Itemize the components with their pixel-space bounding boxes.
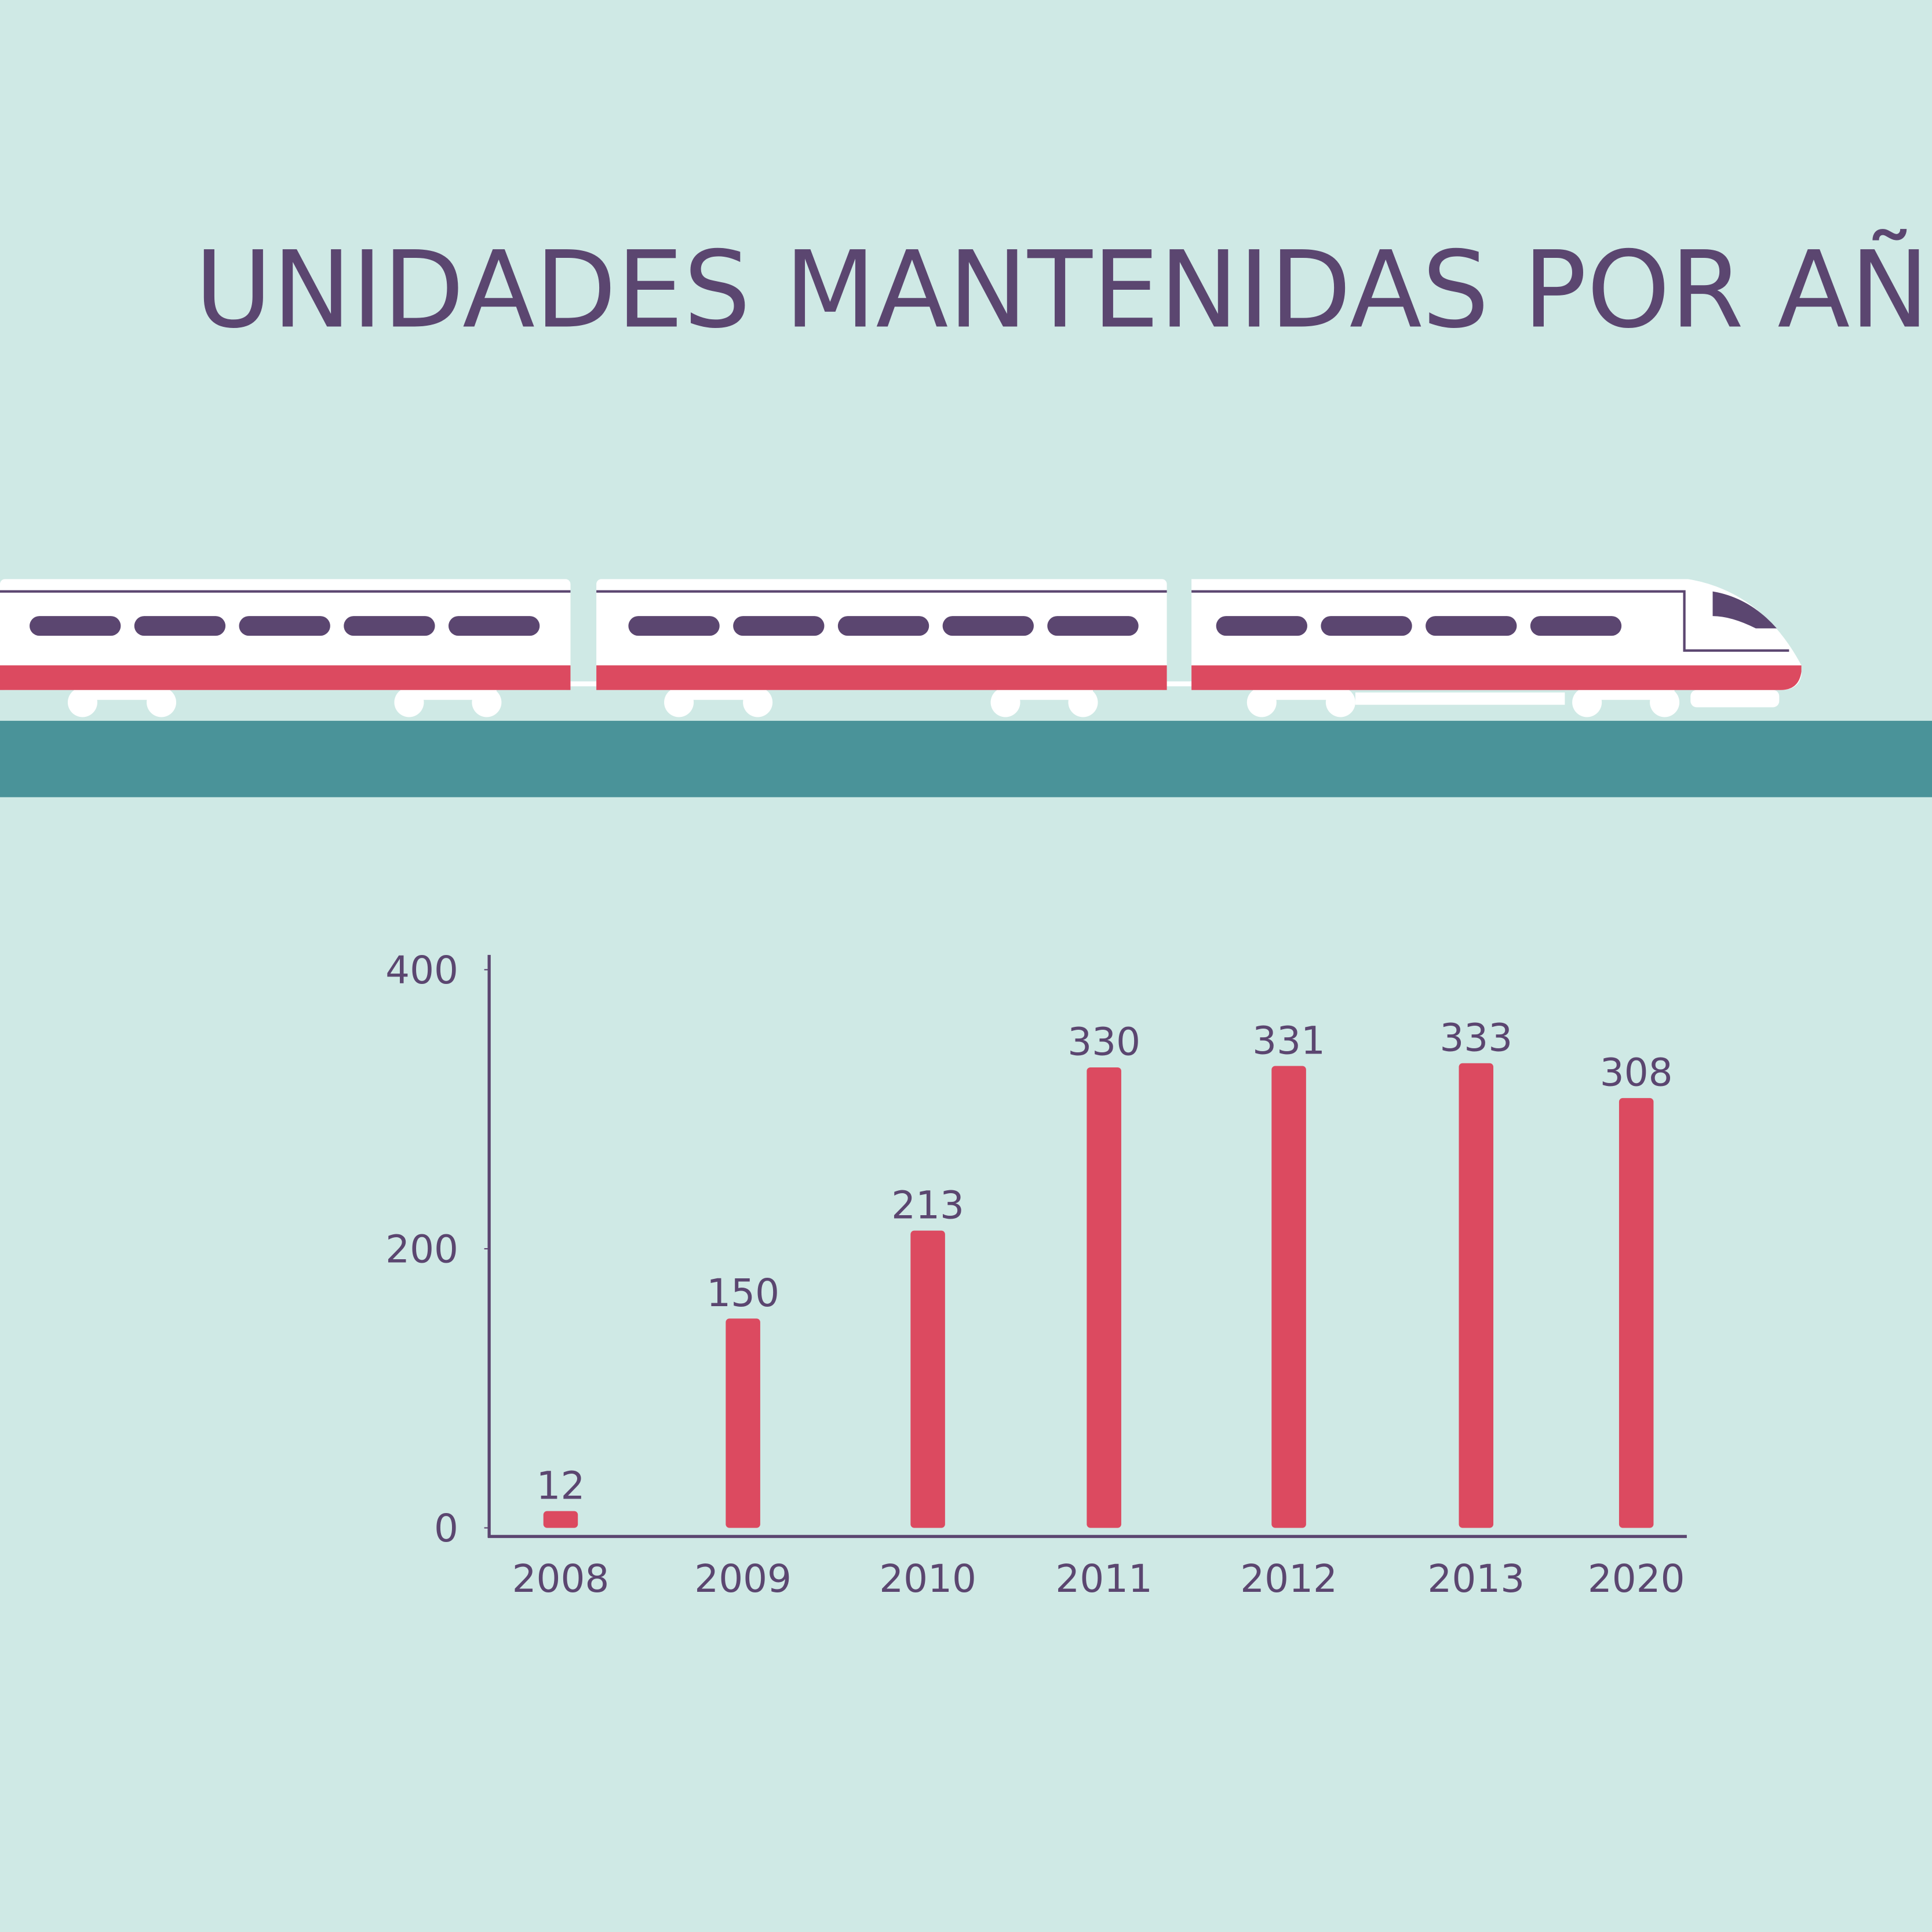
bar xyxy=(1271,1066,1306,1528)
value-label: 213 xyxy=(891,1183,964,1227)
bar xyxy=(543,1511,578,1528)
track xyxy=(0,720,1932,797)
y-tick-label: 200 xyxy=(385,1227,458,1271)
value-label: 333 xyxy=(1439,1015,1512,1060)
value-label: 330 xyxy=(1067,1020,1140,1065)
y-tick-label: 400 xyxy=(385,948,458,993)
x-tick-label: 2010 xyxy=(879,1556,976,1601)
y-tick-label: 0 xyxy=(434,1506,458,1551)
x-tick-label: 2020 xyxy=(1588,1556,1685,1601)
x-tick-label: 2013 xyxy=(1427,1556,1525,1601)
bar xyxy=(1459,1063,1494,1528)
value-label: 150 xyxy=(706,1271,779,1315)
bar xyxy=(910,1230,945,1528)
x-tick-label: 2008 xyxy=(512,1556,610,1601)
value-label: 331 xyxy=(1252,1018,1325,1063)
train xyxy=(0,579,1932,797)
value-label: 308 xyxy=(1600,1051,1673,1095)
x-tick-label: 2011 xyxy=(1055,1556,1153,1601)
bar xyxy=(1618,1098,1654,1528)
chart-title: UNIDADES MANTENIDAS POR AÑO xyxy=(195,228,1932,352)
value-label: 12 xyxy=(537,1463,585,1508)
x-tick-label: 2012 xyxy=(1240,1556,1337,1601)
x-tick-label: 2009 xyxy=(694,1556,792,1601)
bar xyxy=(1087,1067,1121,1528)
bar xyxy=(726,1318,760,1528)
